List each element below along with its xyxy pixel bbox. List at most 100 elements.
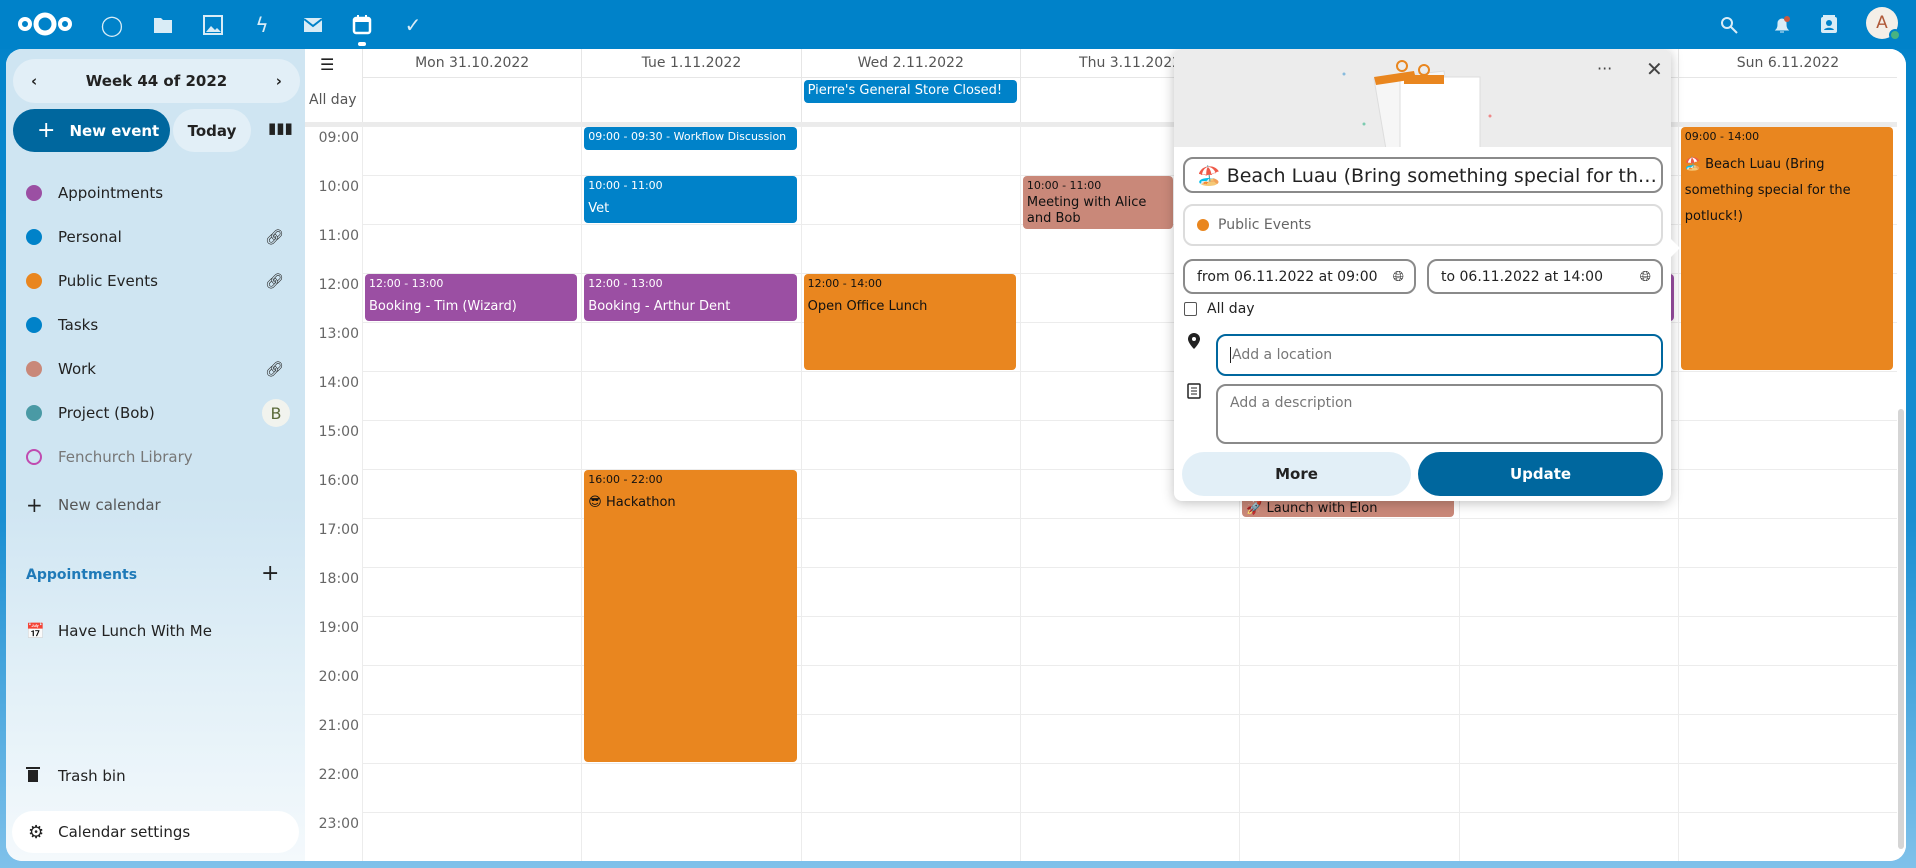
update-button[interactable]: Update <box>1418 452 1663 496</box>
event-time: 12:00 - 14:00 <box>807 277 882 290</box>
calendar-event[interactable]: 12:00 - 14:00 Open Office Lunch <box>803 274 1016 370</box>
calendar-item[interactable]: Personal 🔗︎ <box>26 222 296 252</box>
calendar-color-dot[interactable] <box>26 229 42 245</box>
day-header[interactable]: Mon 31.10.2022 <box>362 49 581 77</box>
calendar-color-dot <box>1197 219 1209 231</box>
event-title: Booking - Arthur Dent <box>588 299 731 315</box>
day-header[interactable]: Thu 3.11.2022 <box>1019 49 1239 77</box>
day-column-divider <box>362 127 363 861</box>
all-day-checkbox[interactable]: All day <box>1184 301 1255 317</box>
calendar-picker[interactable]: Public Events <box>1183 204 1663 246</box>
calendar-color-dot[interactable] <box>26 185 42 201</box>
calendar-color-dot[interactable] <box>26 405 42 421</box>
notifications-icon[interactable] <box>1769 12 1795 38</box>
day-column-divider <box>1677 127 1679 861</box>
hour-line <box>362 665 1897 666</box>
photos-icon[interactable] <box>200 12 226 38</box>
new-event-button[interactable]: + New event <box>13 109 170 152</box>
more-button[interactable]: More <box>1182 452 1411 496</box>
calendar-settings-button[interactable]: ⚙ Calendar settings <box>12 811 299 853</box>
calendar-name: Personal <box>58 228 122 246</box>
more-actions-button[interactable]: ··· <box>1597 59 1613 78</box>
today-button[interactable]: Today <box>173 109 251 152</box>
share-link-icon[interactable]: 🔗︎ <box>264 272 284 290</box>
all-day-event[interactable]: Pierre's General Store Closed! <box>803 80 1017 103</box>
all-day-cell[interactable] <box>1677 77 1898 122</box>
calendar-name: Fenchurch Library <box>58 448 193 466</box>
description-input[interactable]: Add a description <box>1216 384 1663 444</box>
hour-line <box>362 567 1897 568</box>
all-day-cell[interactable] <box>800 77 1020 122</box>
calendar-item[interactable]: Public Events 🔗︎ <box>26 266 296 296</box>
start-datetime-text: from 06.11.2022 at 09:00 <box>1197 268 1378 285</box>
new-calendar-button[interactable]: + New calendar <box>26 490 296 520</box>
calendar-event[interactable]: 09:00 - 09:30 - Workflow Discussion <box>584 127 797 150</box>
owner-avatar: B <box>262 399 290 427</box>
event-title-input[interactable]: 🏖️ Beach Luau (Bring something special f… <box>1183 157 1663 193</box>
calendar-event[interactable]: 16:00 - 22:00 😎 Hackathon <box>584 470 797 762</box>
start-datetime-field[interactable]: from 06.11.2022 at 09:00 🌐︎ <box>1183 259 1416 294</box>
calendar-item[interactable]: Tasks <box>26 310 296 340</box>
trash-icon <box>26 766 42 786</box>
week-label[interactable]: Week 44 of 2022 <box>85 72 228 90</box>
location-input[interactable]: Add a location <box>1216 334 1663 376</box>
trash-label: Trash bin <box>58 767 126 785</box>
tasks-icon[interactable]: ✓ <box>404 13 422 37</box>
calendar-item[interactable]: Work 🔗︎ <box>26 354 296 384</box>
all-day-cell[interactable] <box>362 77 582 122</box>
mail-icon[interactable] <box>300 12 326 38</box>
event-title: Open Office Lunch <box>807 299 928 315</box>
calendar-event[interactable]: 12:00 - 13:00 Booking - Tim (Wizard) <box>365 274 578 321</box>
share-link-icon[interactable]: 🔗︎ <box>264 228 284 246</box>
user-avatar[interactable]: A <box>1866 7 1901 41</box>
search-icon[interactable] <box>1716 12 1742 38</box>
hour-label: 19:00 <box>318 620 359 636</box>
calendar-color-dot[interactable] <box>26 361 42 377</box>
scrollbar[interactable] <box>1898 409 1904 849</box>
day-header[interactable]: Sun 6.11.2022 <box>1677 49 1897 77</box>
location-placeholder: Add a location <box>1230 347 1333 363</box>
calendar-item[interactable]: Fenchurch Library <box>26 442 296 472</box>
event-time: 10:00 - 11:00 <box>1026 179 1102 192</box>
previous-week-button[interactable]: ‹ <box>31 72 38 90</box>
contacts-icon[interactable] <box>1816 12 1842 38</box>
calendar-event[interactable]: 10:00 - 11:00 Meeting with Alice and Bob <box>1022 176 1173 230</box>
calendar-color-dot[interactable] <box>26 273 42 289</box>
dashboard-icon[interactable]: ◯ <box>100 13 124 37</box>
calendar-name: Public Events <box>58 272 158 290</box>
timezone-globe-icon[interactable]: 🌐︎ <box>1392 268 1404 285</box>
hour-line <box>362 175 1897 176</box>
calendar-color-dot[interactable] <box>26 449 42 465</box>
hour-label: 18:00 <box>318 571 359 587</box>
calendar-item[interactable]: Appointments <box>26 178 296 208</box>
nextcloud-logo[interactable] <box>16 10 74 38</box>
add-appointment-button[interactable]: + <box>261 561 280 586</box>
share-link-icon[interactable]: 🔗︎ <box>264 360 284 378</box>
calendar-icon[interactable] <box>349 12 375 46</box>
calendar-event[interactable]: 10:00 - 11:00 Vet <box>584 176 797 223</box>
calendar-item[interactable]: Project (Bob) B <box>26 398 296 428</box>
timezone-globe-icon[interactable]: 🌐︎ <box>1639 268 1651 285</box>
end-datetime-field[interactable]: to 06.11.2022 at 14:00 🌐︎ <box>1427 259 1663 294</box>
checkbox-box[interactable] <box>1184 302 1197 316</box>
all-day-cell[interactable] <box>581 77 801 122</box>
activity-icon[interactable]: ϟ <box>255 13 269 37</box>
calendar-event[interactable]: 12:00 - 13:00 Booking - Arthur Dent <box>584 274 797 321</box>
hour-label: 22:00 <box>318 767 359 783</box>
trash-bin-button[interactable]: Trash bin <box>26 761 296 791</box>
all-day-cell[interactable] <box>1019 77 1240 122</box>
hour-line <box>362 616 1897 617</box>
calendar-event[interactable]: 09:00 - 14:00 🏖️ Beach Luau (Bring someth… <box>1680 127 1894 370</box>
appointment-item[interactable]: 📅 Have Lunch With Me <box>26 616 296 646</box>
collapse-sidebar-icon[interactable]: ☰ <box>320 55 335 74</box>
day-header[interactable]: Tue 1.11.2022 <box>581 49 800 77</box>
close-icon[interactable]: ✕ <box>1646 57 1663 81</box>
files-icon[interactable] <box>150 12 176 38</box>
view-columns-icon[interactable]: ▮▮▮ <box>268 119 293 137</box>
status-online-icon <box>1889 29 1901 41</box>
next-week-button[interactable]: › <box>275 72 282 90</box>
end-datetime-text: to 06.11.2022 at 14:00 <box>1441 268 1603 285</box>
location-pin-icon <box>1188 333 1200 353</box>
day-header[interactable]: Wed 2.11.2022 <box>800 49 1020 77</box>
calendar-color-dot[interactable] <box>26 317 42 333</box>
